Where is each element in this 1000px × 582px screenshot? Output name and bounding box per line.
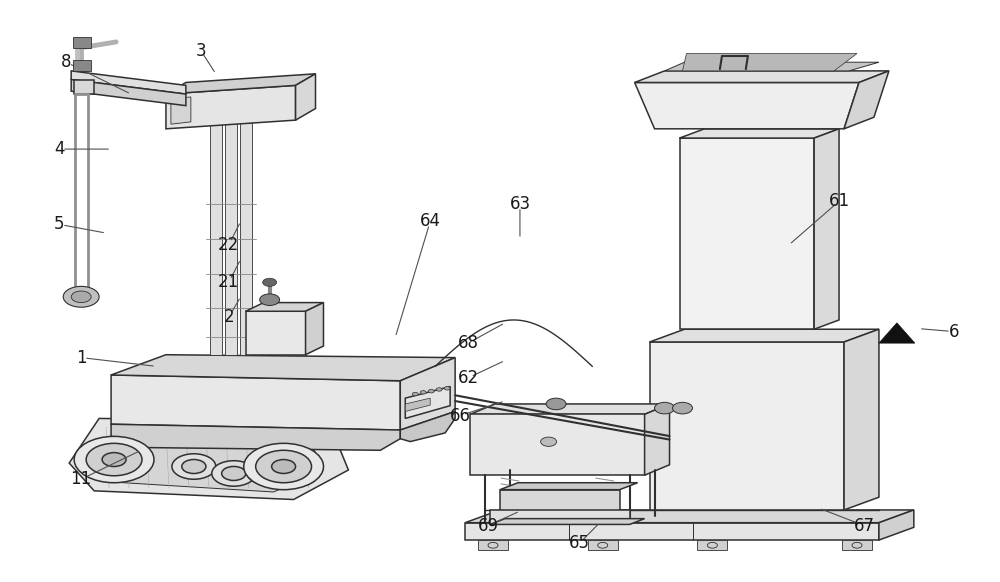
Circle shape — [444, 386, 450, 390]
Polygon shape — [842, 540, 872, 551]
Text: 68: 68 — [458, 334, 479, 352]
Polygon shape — [400, 357, 455, 430]
Polygon shape — [400, 411, 455, 442]
Polygon shape — [405, 386, 450, 418]
Circle shape — [420, 391, 426, 394]
Polygon shape — [879, 510, 914, 540]
Polygon shape — [74, 80, 94, 94]
Polygon shape — [296, 74, 316, 120]
Circle shape — [222, 466, 246, 481]
Polygon shape — [697, 540, 727, 551]
Polygon shape — [71, 80, 186, 106]
Text: 64: 64 — [420, 212, 441, 230]
Polygon shape — [665, 62, 879, 71]
Text: 63: 63 — [509, 195, 531, 213]
Circle shape — [71, 291, 91, 303]
Polygon shape — [470, 404, 670, 414]
Bar — [73, 37, 91, 48]
Polygon shape — [465, 510, 914, 523]
Circle shape — [541, 437, 557, 446]
Text: 22: 22 — [218, 236, 239, 254]
Polygon shape — [645, 404, 670, 475]
Polygon shape — [246, 303, 323, 311]
Text: 65: 65 — [569, 534, 590, 552]
Polygon shape — [680, 129, 839, 138]
Circle shape — [546, 398, 566, 410]
Text: 62: 62 — [458, 369, 479, 387]
Text: 8: 8 — [61, 53, 71, 71]
Polygon shape — [682, 54, 857, 71]
Polygon shape — [470, 414, 645, 475]
Circle shape — [263, 278, 277, 286]
Polygon shape — [246, 311, 306, 354]
Polygon shape — [166, 86, 296, 129]
Circle shape — [436, 388, 442, 391]
Polygon shape — [225, 123, 237, 354]
Polygon shape — [814, 129, 839, 329]
Text: 11: 11 — [71, 470, 92, 488]
Text: 69: 69 — [478, 517, 499, 535]
Polygon shape — [844, 71, 889, 129]
Text: 5: 5 — [54, 215, 64, 233]
Polygon shape — [240, 123, 252, 354]
Text: 1: 1 — [76, 349, 86, 367]
Polygon shape — [490, 519, 645, 524]
Circle shape — [212, 461, 256, 486]
Polygon shape — [650, 342, 844, 510]
Circle shape — [412, 392, 418, 396]
Polygon shape — [844, 329, 879, 510]
Polygon shape — [71, 71, 186, 94]
Polygon shape — [69, 418, 348, 499]
Polygon shape — [111, 424, 400, 450]
Text: 4: 4 — [54, 140, 64, 158]
Polygon shape — [588, 540, 618, 551]
Text: 61: 61 — [828, 192, 850, 210]
Circle shape — [102, 453, 126, 467]
Polygon shape — [650, 329, 879, 342]
Circle shape — [247, 460, 291, 485]
Circle shape — [256, 450, 312, 482]
Circle shape — [257, 465, 281, 480]
Text: 67: 67 — [853, 517, 874, 535]
Polygon shape — [635, 83, 859, 129]
Circle shape — [63, 286, 99, 307]
Polygon shape — [478, 540, 508, 551]
Polygon shape — [94, 424, 323, 492]
Circle shape — [182, 460, 206, 474]
Polygon shape — [166, 74, 316, 94]
Circle shape — [655, 402, 675, 414]
Polygon shape — [465, 523, 879, 540]
Polygon shape — [490, 510, 630, 524]
Polygon shape — [111, 354, 455, 381]
Polygon shape — [500, 489, 620, 524]
Polygon shape — [306, 303, 323, 354]
Polygon shape — [171, 97, 191, 124]
Polygon shape — [111, 375, 400, 430]
Text: 3: 3 — [196, 42, 206, 59]
Text: 6: 6 — [948, 322, 959, 340]
Circle shape — [260, 294, 280, 306]
Polygon shape — [879, 323, 915, 343]
Polygon shape — [635, 71, 889, 83]
Polygon shape — [210, 123, 222, 354]
Text: 66: 66 — [450, 407, 471, 424]
Polygon shape — [500, 482, 638, 489]
Circle shape — [86, 443, 142, 475]
Circle shape — [74, 436, 154, 482]
Circle shape — [428, 389, 434, 393]
Bar — [73, 61, 91, 71]
Circle shape — [244, 443, 323, 489]
Text: 2: 2 — [223, 308, 234, 326]
Text: 21: 21 — [218, 274, 239, 292]
Polygon shape — [405, 398, 430, 411]
Polygon shape — [680, 138, 814, 329]
Circle shape — [172, 454, 216, 479]
Circle shape — [272, 460, 296, 473]
Circle shape — [673, 402, 692, 414]
